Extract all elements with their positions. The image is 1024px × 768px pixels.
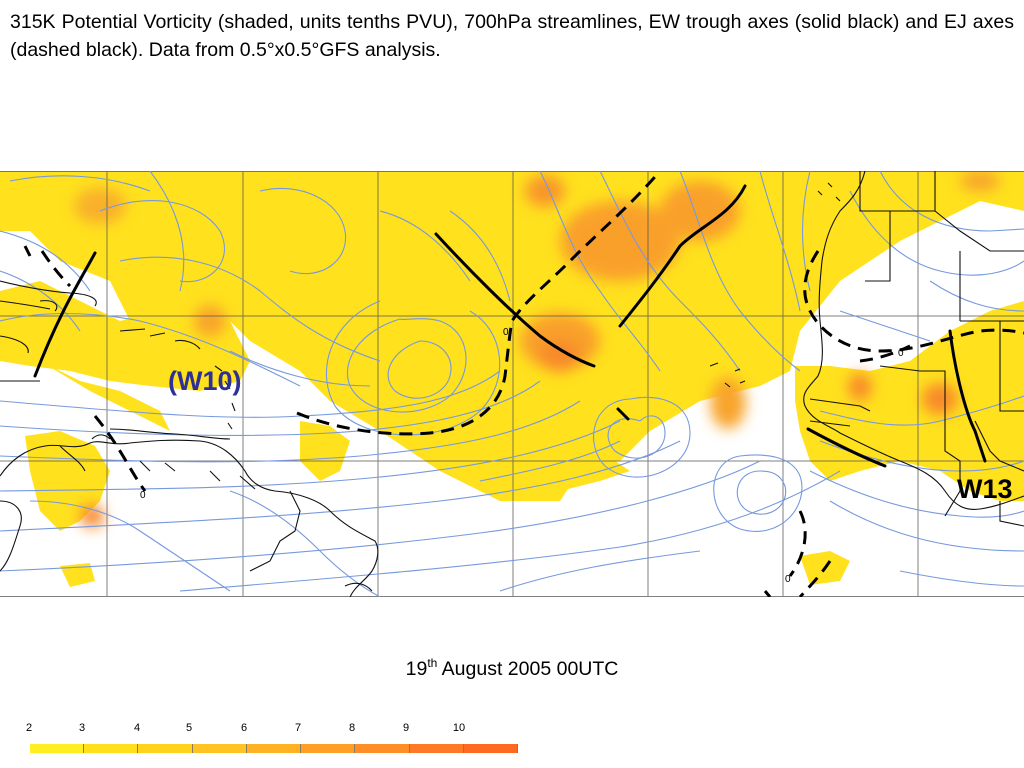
pv-map: 0 0 0 0 <box>0 171 1024 597</box>
legend-tick: 5 <box>185 722 193 734</box>
ej-axes <box>23 171 1024 597</box>
date-rest: August 2005 00UTC <box>437 658 619 680</box>
legend-tick: 7 <box>294 722 302 734</box>
contour-label: 0 <box>503 327 509 338</box>
legend-tick: 6 <box>240 722 248 734</box>
legend-tick: 3 <box>78 722 86 734</box>
legend-tick: 2 <box>25 722 33 734</box>
contour-label: 0 <box>140 490 146 501</box>
legend-colorbar <box>30 744 518 753</box>
figure-caption: 315K Potential Vorticity (shaded, units … <box>10 11 1014 61</box>
legend-tick: 9 <box>402 722 410 734</box>
legend-swatch <box>301 744 356 753</box>
legend-tick: 10 <box>452 722 466 734</box>
map-svg: 0 0 0 0 <box>0 171 1024 597</box>
legend-tick: 8 <box>348 722 356 734</box>
legend-swatch <box>192 744 247 753</box>
legend-swatch <box>463 744 518 753</box>
date-day: 19 <box>405 658 428 680</box>
contour-labels: 0 0 0 0 <box>140 327 904 585</box>
legend-swatch <box>30 744 85 753</box>
wave-label-w13: W13 <box>957 474 1013 504</box>
legend-swatch <box>246 744 302 753</box>
legend-tick: 4 <box>133 722 141 734</box>
legend-swatch <box>355 744 410 753</box>
date-suffix: th <box>427 656 438 670</box>
legend-swatch <box>409 744 464 753</box>
pv-shading-high <box>74 171 1000 528</box>
legend-swatch <box>84 744 139 753</box>
legend-swatch <box>138 744 193 753</box>
contour-label: 0 <box>785 574 791 585</box>
analysis-date: 19th August 2005 00UTC <box>0 656 1024 681</box>
pv-shading-low <box>0 171 1024 587</box>
color-legend: 2 3 4 5 6 7 8 9 10 <box>0 722 520 756</box>
wave-label-w10: (W10) <box>168 366 242 396</box>
ew-trough-axes <box>33 184 987 468</box>
coastlines <box>0 171 1024 597</box>
contour-label: 0 <box>898 348 904 359</box>
